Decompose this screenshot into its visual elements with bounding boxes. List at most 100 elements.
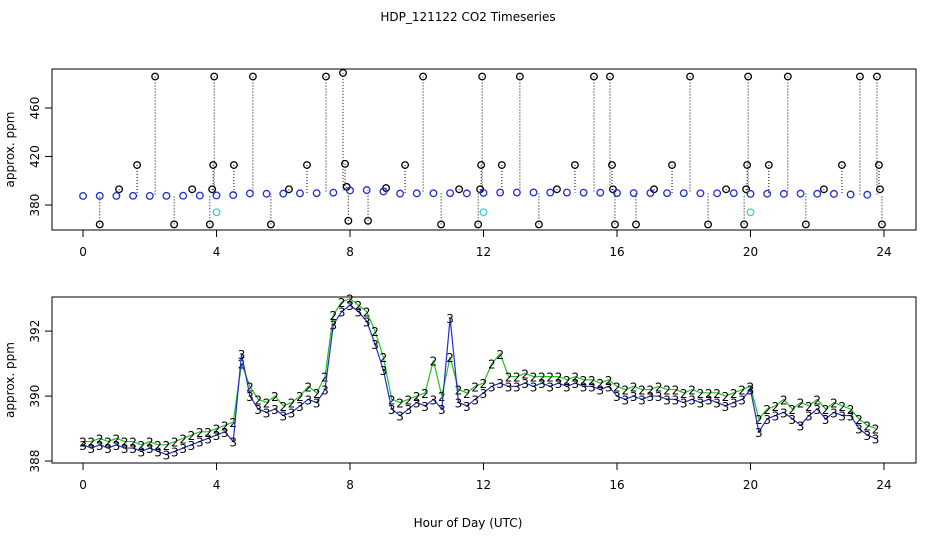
point bbox=[813, 189, 822, 198]
point bbox=[611, 220, 619, 229]
point bbox=[679, 189, 688, 198]
point-glyph: 2 bbox=[279, 400, 287, 414]
point bbox=[534, 220, 543, 229]
point-glyph: 3 bbox=[563, 380, 571, 394]
point-glyph: 3 bbox=[254, 403, 262, 417]
point-glyph: 2 bbox=[780, 393, 788, 407]
point bbox=[478, 72, 487, 81]
point-glyph: 3 bbox=[838, 410, 846, 424]
point-glyph: 3 bbox=[605, 380, 613, 394]
point-glyph: 2 bbox=[138, 439, 146, 453]
chart-title: HDP_121122 CO2 Timeseries bbox=[380, 10, 555, 24]
point-glyph: 2 bbox=[430, 354, 438, 368]
point-glyph: 3 bbox=[755, 426, 763, 440]
point-glyph: 3 bbox=[313, 397, 321, 411]
point bbox=[115, 185, 124, 194]
point-glyph: 3 bbox=[279, 410, 287, 424]
point-glyph: 2 bbox=[822, 403, 830, 417]
point-glyph: 2 bbox=[571, 371, 579, 385]
point-glyph: 3 bbox=[213, 429, 221, 443]
point-glyph: 2 bbox=[421, 387, 429, 401]
point-glyph: 3 bbox=[146, 442, 154, 456]
point bbox=[512, 188, 521, 197]
point-glyph: 2 bbox=[613, 380, 621, 394]
point-glyph: 3 bbox=[505, 380, 513, 394]
point bbox=[208, 185, 217, 194]
point-glyph: 2 bbox=[246, 380, 254, 394]
point-glyph: 3 bbox=[221, 426, 229, 440]
point-glyph: 2 bbox=[88, 436, 96, 450]
point bbox=[145, 191, 154, 200]
point bbox=[162, 191, 171, 200]
point bbox=[419, 72, 428, 81]
point bbox=[855, 72, 864, 81]
point bbox=[552, 185, 561, 194]
point-glyph: 3 bbox=[304, 393, 312, 407]
point bbox=[608, 161, 616, 169]
point-glyph: 2 bbox=[647, 384, 655, 398]
point bbox=[151, 72, 160, 81]
point bbox=[479, 188, 488, 197]
point-glyph: 2 bbox=[113, 432, 121, 446]
point bbox=[401, 161, 410, 169]
point-glyph: 2 bbox=[788, 403, 796, 417]
x-tick-label: 0 bbox=[79, 245, 87, 259]
point bbox=[729, 189, 738, 198]
point bbox=[743, 161, 752, 169]
point bbox=[179, 191, 188, 200]
point-glyph: 3 bbox=[121, 442, 129, 456]
point-glyph: 3 bbox=[171, 445, 179, 459]
point-glyph: 2 bbox=[396, 397, 404, 411]
point-glyph: 3 bbox=[104, 442, 112, 456]
point-glyph: 3 bbox=[772, 410, 780, 424]
y-tick-label: 392 bbox=[28, 320, 42, 343]
x-tick-label: 12 bbox=[476, 478, 491, 492]
point-glyph: 3 bbox=[580, 380, 588, 394]
point bbox=[746, 189, 755, 198]
point-glyph: 3 bbox=[113, 439, 121, 453]
point-glyph: 2 bbox=[872, 423, 880, 437]
point bbox=[322, 72, 330, 81]
point-glyph: 2 bbox=[163, 439, 171, 453]
point bbox=[195, 191, 204, 200]
point-glyph: 3 bbox=[613, 390, 621, 404]
point bbox=[613, 189, 621, 197]
point-glyph: 3 bbox=[630, 390, 638, 404]
point-glyph: 3 bbox=[738, 393, 746, 407]
point-glyph: 3 bbox=[196, 436, 204, 450]
point-glyph: 3 bbox=[355, 306, 363, 320]
point bbox=[339, 68, 347, 77]
point-glyph: 2 bbox=[263, 397, 271, 411]
point-glyph: 2 bbox=[171, 436, 179, 450]
point bbox=[763, 189, 772, 198]
point-glyph: 2 bbox=[446, 351, 454, 365]
point-glyph: 2 bbox=[405, 393, 413, 407]
point-glyph: 3 bbox=[622, 393, 630, 407]
point bbox=[79, 191, 87, 200]
point bbox=[437, 220, 446, 229]
point-glyph: 3 bbox=[713, 397, 721, 411]
point bbox=[829, 189, 838, 198]
point-glyph: 2 bbox=[371, 325, 379, 339]
x-tick-label: 8 bbox=[346, 245, 354, 259]
point-glyph: 3 bbox=[463, 400, 471, 414]
x-tick-label: 24 bbox=[876, 245, 891, 259]
point bbox=[95, 220, 104, 229]
point bbox=[663, 189, 671, 198]
point-glyph: 3 bbox=[663, 393, 671, 407]
point bbox=[296, 189, 304, 198]
point-glyph: 3 bbox=[380, 364, 388, 378]
point-glyph: 2 bbox=[680, 387, 688, 401]
point-glyph: 2 bbox=[697, 387, 705, 401]
point-glyph: 2 bbox=[146, 436, 154, 450]
point-glyph: 3 bbox=[480, 387, 488, 401]
point-glyph: 2 bbox=[288, 397, 296, 411]
point bbox=[546, 188, 555, 197]
point-glyph: 2 bbox=[179, 432, 187, 446]
x-tick-label: 8 bbox=[346, 478, 354, 492]
point-glyph: 3 bbox=[872, 432, 880, 446]
point bbox=[248, 72, 257, 81]
point-glyph: 2 bbox=[313, 387, 321, 401]
point-glyph: 2 bbox=[863, 419, 871, 433]
